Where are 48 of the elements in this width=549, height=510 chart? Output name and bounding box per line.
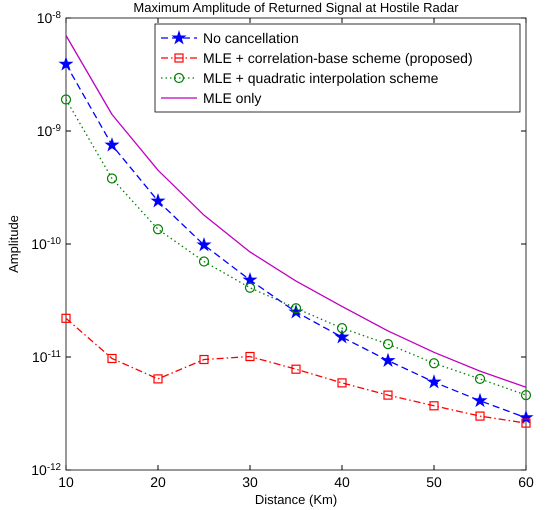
point <box>245 352 255 362</box>
line-series <box>65 34 527 388</box>
x-tick-label: 50 <box>426 474 442 490</box>
point <box>199 354 209 364</box>
point <box>383 390 393 400</box>
point <box>153 374 163 384</box>
point <box>335 330 349 343</box>
point <box>197 238 211 251</box>
legend-label: MLE only <box>203 90 262 106</box>
y-tick-label: 10$^{-8}$ <box>36 10 62 26</box>
x-tick-label: 20 <box>150 474 166 490</box>
point <box>520 390 532 400</box>
point <box>152 224 164 234</box>
point <box>429 401 439 410</box>
legend-label: MLE + quadratic interpolation scheme <box>203 70 439 86</box>
x-tick-label: 40 <box>334 474 350 490</box>
point <box>61 314 71 323</box>
point <box>381 354 395 366</box>
chart-title: Maximum Amplitude of Returned Signal at Hostile Radar <box>133 0 460 15</box>
legend-label: No cancellation <box>203 30 299 46</box>
point <box>198 256 210 267</box>
point <box>244 282 256 293</box>
point <box>59 57 73 70</box>
x-tick-label: 60 <box>518 474 534 490</box>
y-tick-label: 10$^{-10}$ <box>31 236 62 252</box>
point <box>105 138 119 151</box>
y-tick-label: 10$^{-9}$ <box>36 122 61 139</box>
point <box>151 194 165 207</box>
y-axis-title: Amplitude <box>6 215 21 273</box>
point <box>474 374 486 384</box>
point <box>521 418 531 428</box>
point <box>427 375 441 388</box>
point <box>475 411 485 421</box>
point <box>336 323 348 334</box>
legend-label: MLE + correlation-base scheme (proposed) <box>203 50 473 66</box>
x-tick-label: 10 <box>58 474 74 490</box>
point <box>291 364 301 374</box>
point <box>337 378 347 388</box>
y-tick-label: 10$^{-12}$ <box>31 462 61 478</box>
point <box>107 354 117 364</box>
point <box>473 394 487 406</box>
x-tick-label: 30 <box>242 474 258 490</box>
point <box>382 339 394 350</box>
x-axis-title: Distance (Km) <box>254 492 338 507</box>
y-tick-label: 10$^{-11}$ <box>32 348 61 365</box>
point <box>60 94 72 105</box>
point <box>106 173 118 184</box>
point <box>428 358 440 368</box>
